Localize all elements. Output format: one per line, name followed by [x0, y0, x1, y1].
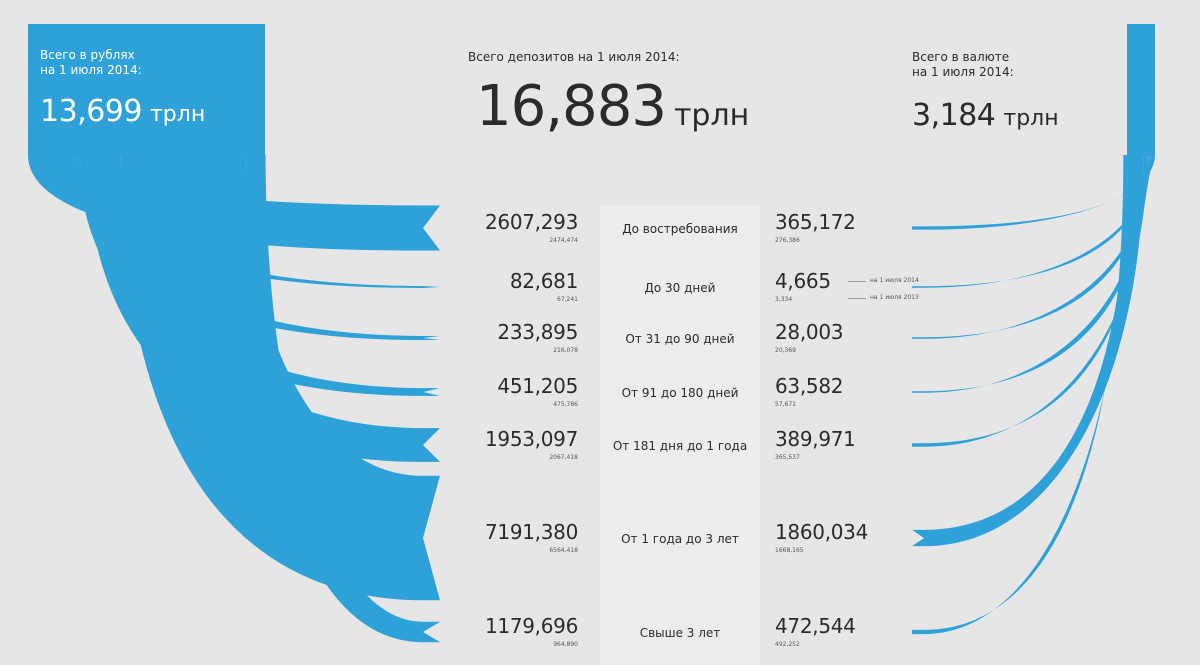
fx-flow-3: [912, 155, 1151, 339]
category-label-6: От 1 года до 3 лет: [621, 532, 739, 546]
rub-value-1: 2607,293: [484, 210, 578, 234]
fx-value-4: 63,582: [775, 374, 844, 398]
fx-title-line1: Всего в валюте: [912, 50, 1010, 64]
fx-source-band: [1127, 24, 1155, 156]
fx-prev-value-4: 57,671: [775, 401, 796, 408]
rub-prev-value-3: 216,078: [553, 347, 578, 354]
legend-current-label: на 1 июля 2014: [870, 277, 919, 284]
rub-prev-value-2: 67,241: [557, 296, 578, 303]
rub-value-3: 233,895: [497, 320, 578, 344]
category-label-2: До 30 дней: [644, 281, 716, 295]
total-deposits-unit: трлн: [673, 98, 750, 133]
rub-value-7: 1179,696: [484, 614, 578, 638]
fx-prev-value-3: 20,369: [775, 347, 796, 354]
fx-value-2: 4,665: [775, 269, 831, 293]
rub-flow-7: [245, 155, 440, 643]
fx-value-5: 389,971: [775, 427, 856, 451]
rub-prev-value-1: 2474,474: [549, 237, 578, 244]
fx-total-value: 3,184 трлн: [912, 98, 1059, 133]
total-deposits-value: 16,883 трлн: [476, 74, 749, 139]
fx-total-number: 3,184: [912, 98, 996, 133]
total-deposits-number: 16,883: [476, 74, 667, 139]
legend-previous-label: на 1 июля 2013: [870, 294, 919, 301]
category-label-1: До востребования: [622, 222, 738, 236]
rub-value-2: 82,681: [509, 269, 578, 293]
rub-prev-value-6: 6564,418: [549, 547, 578, 554]
legend-previous-line: [848, 298, 866, 299]
rub-value-6: 7191,380: [484, 520, 578, 544]
category-label-4: От 91 до 180 дней: [621, 386, 739, 400]
fx-prev-value-6: 1668,165: [775, 547, 804, 554]
fx-prev-value-2: 3,334: [775, 296, 793, 303]
category-label-5: От 181 дня до 1 года: [612, 439, 748, 453]
fx-value-3: 28,003: [775, 320, 844, 344]
rub-total-title: Всего в рублях на 1 июля 2014:: [40, 48, 142, 78]
rub-title-line2: на 1 июля 2014:: [40, 63, 142, 77]
rub-value-4: 451,205: [497, 374, 578, 398]
fx-title-line2: на 1 июля 2014:: [912, 65, 1014, 79]
fx-value-1: 365,172: [775, 210, 856, 234]
fx-flow-5: [912, 155, 1148, 447]
rub-source-band: [28, 24, 265, 156]
total-deposits-title: Всего депозитов на 1 июля 2014:: [468, 50, 680, 64]
legend-current-line: [848, 281, 866, 282]
rub-total-value: 13,699 трлн: [40, 94, 205, 129]
category-label-3: От 31 до 90 дней: [625, 332, 735, 346]
fx-flow-6: [912, 155, 1144, 547]
fx-value-7: 472,544: [775, 614, 856, 638]
rub-prev-value-4: 475,786: [553, 401, 578, 408]
category-label-7: Свыше 3 лет: [639, 626, 721, 640]
fx-value-6: 1860,034: [775, 520, 869, 544]
rub-value-5: 1953,097: [484, 427, 578, 451]
rub-total-unit: трлн: [149, 102, 206, 127]
fx-prev-value-1: 276,386: [775, 237, 800, 244]
rub-title-line1: Всего в рублях: [40, 48, 135, 62]
rub-prev-value-7: 964,890: [553, 641, 578, 648]
category-column-background: [600, 205, 760, 665]
rub-prev-value-5: 2067,418: [549, 454, 578, 461]
fx-total-unit: трлн: [1003, 106, 1059, 131]
fx-prev-value-7: 492,252: [775, 641, 800, 648]
fx-prev-value-5: 365,537: [775, 454, 800, 461]
fx-flow-1: [912, 155, 1155, 230]
fx-total-title: Всего в валюте на 1 июля 2014:: [912, 50, 1014, 80]
rub-total-number: 13,699: [40, 94, 142, 129]
